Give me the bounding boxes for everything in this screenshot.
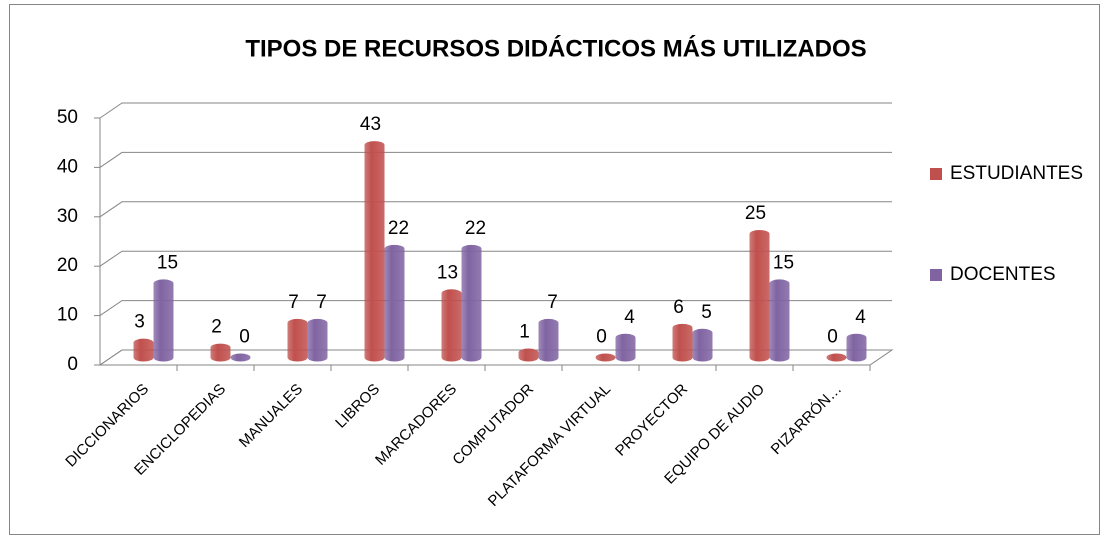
legend-label: DOCENTES (950, 264, 1056, 285)
bar (364, 141, 385, 362)
bar (615, 333, 636, 362)
grid-line (99, 300, 892, 317)
bar (153, 279, 174, 362)
y-tick-label: 0 (67, 354, 78, 375)
data-label: 22 (388, 218, 409, 239)
legend-label: ESTUDIANTES (950, 163, 1083, 184)
y-tick-label: 10 (57, 305, 78, 326)
data-label: 0 (827, 327, 838, 348)
grid-line (99, 201, 892, 218)
y-tick-label: 40 (57, 156, 78, 177)
data-label: 15 (157, 252, 178, 273)
bar (307, 318, 328, 362)
bar (210, 343, 231, 362)
bar (230, 353, 251, 362)
y-tick-label: 30 (57, 206, 78, 227)
bar (287, 318, 308, 362)
bar (846, 333, 867, 362)
legend-swatch (930, 168, 942, 180)
bar (692, 328, 713, 362)
bar (441, 289, 462, 362)
chart-title: TIPOS DE RECURSOS DIDÁCTICOS MÁS UTILIZA… (245, 34, 866, 62)
bar (672, 323, 693, 362)
bar (826, 353, 847, 362)
grid-line (99, 250, 892, 267)
data-label: 0 (239, 327, 250, 348)
bar (133, 338, 154, 362)
data-label: 7 (547, 292, 558, 313)
data-label: 15 (773, 252, 794, 273)
data-label: 7 (288, 292, 299, 313)
data-label: 22 (465, 218, 486, 239)
grid-line (99, 102, 892, 119)
legend-swatch (930, 269, 942, 281)
data-label: 2 (211, 317, 222, 338)
data-label: 25 (745, 203, 766, 224)
bar (538, 318, 559, 362)
bar (769, 279, 790, 362)
data-label: 1 (519, 322, 530, 343)
y-tick-label: 20 (57, 255, 78, 276)
data-label: 6 (673, 297, 684, 318)
data-label: 0 (596, 327, 607, 348)
data-label: 3 (134, 312, 145, 333)
data-label: 13 (437, 262, 458, 283)
bar (384, 244, 405, 362)
data-label: 7 (316, 292, 327, 313)
bar (518, 348, 539, 362)
bar (595, 353, 616, 362)
data-label: 4 (855, 307, 866, 328)
data-label: 43 (360, 114, 381, 135)
chart-frame (9, 4, 1100, 535)
data-label: 4 (624, 307, 635, 328)
data-label: 5 (701, 302, 712, 323)
bar (461, 244, 482, 362)
y-tick-label: 50 (57, 107, 78, 128)
bar (749, 230, 770, 362)
grid-line (99, 151, 892, 168)
